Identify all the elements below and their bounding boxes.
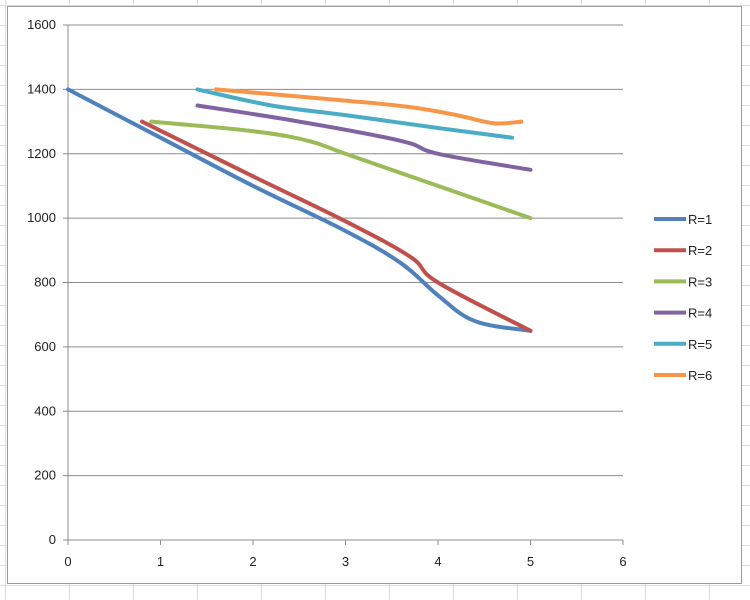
- legend-item-r4[interactable]: R=4: [654, 306, 712, 321]
- series-line-r1[interactable]: [66, 87, 533, 333]
- y-tick-label: 600: [34, 339, 56, 354]
- y-tick-label: 1000: [27, 210, 56, 225]
- y-tick-label: 200: [34, 468, 56, 483]
- legend-label: R=3: [688, 274, 712, 289]
- x-tick-label: 1: [157, 554, 164, 569]
- x-tick-label: 0: [64, 554, 71, 569]
- legend-item-r2[interactable]: R=2: [654, 243, 712, 258]
- axes: [63, 24, 624, 545]
- y-tick-label: 800: [34, 275, 56, 290]
- x-tick-label: 3: [342, 554, 349, 569]
- x-tick-label: 4: [434, 554, 441, 569]
- legend-label: R=5: [688, 337, 712, 352]
- y-tick-labels: 0 200 400 600 800 1000 1200 1400 1600: [27, 17, 56, 547]
- y-tick-label: 400: [34, 403, 56, 418]
- legend-item-r5[interactable]: R=5: [654, 337, 712, 352]
- legend-item-r3[interactable]: R=3: [654, 274, 712, 289]
- gridlines: [68, 24, 623, 477]
- legend-item-r1[interactable]: R=1: [654, 212, 712, 227]
- x-tick-label: 2: [249, 554, 256, 569]
- legend-label: R=6: [688, 368, 712, 383]
- legend-label: R=4: [688, 306, 712, 321]
- legend-item-r6[interactable]: R=6: [654, 368, 712, 383]
- x-tick-label: 6: [619, 554, 626, 569]
- y-tick-label: 0: [49, 532, 56, 547]
- legend-label: R=1: [688, 212, 712, 227]
- series-line-r6[interactable]: [214, 87, 524, 126]
- series-line-r2[interactable]: [140, 119, 533, 333]
- series-line-r4[interactable]: [195, 103, 533, 172]
- x-tick-labels: 0 1 2 3 4 5 6: [64, 554, 626, 569]
- y-tick-label: 1200: [27, 146, 56, 161]
- legend-label: R=2: [688, 243, 712, 258]
- series-lines: [66, 87, 533, 333]
- series-line-r5[interactable]: [195, 87, 514, 140]
- y-tick-label: 1400: [27, 81, 56, 96]
- y-tick-label: 1600: [27, 17, 56, 32]
- series-line-r3[interactable]: [149, 119, 533, 221]
- legend: R=1 R=2 R=3 R=4 R=5 R=6: [654, 212, 712, 383]
- x-tick-label: 5: [527, 554, 534, 569]
